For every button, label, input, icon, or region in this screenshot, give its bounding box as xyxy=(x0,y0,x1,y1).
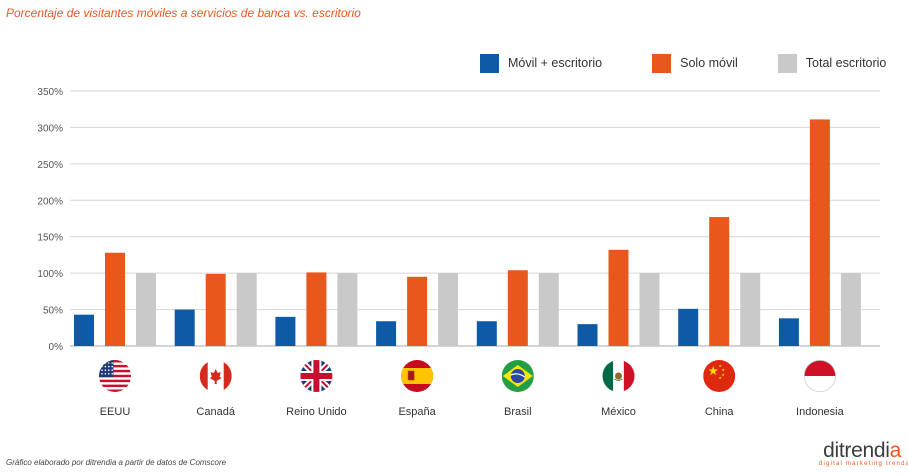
source-note: Gráfico elaborado por ditrendia a partir… xyxy=(6,458,227,467)
legend-item-movil-escritorio: Móvil + escritorio xyxy=(480,53,603,73)
bar-total-escritorio xyxy=(538,273,559,346)
category-label: EEUU xyxy=(100,406,131,418)
indonesia-flag-icon xyxy=(803,359,837,393)
category-label: México xyxy=(601,406,636,418)
legend-swatch-movil-escritorio xyxy=(480,53,499,73)
brand-tagline: digital marketing trends xyxy=(819,461,908,467)
bar-movil-escritorio xyxy=(376,321,397,346)
y-tick-label: 250% xyxy=(37,160,63,171)
y-tick-label: 100% xyxy=(37,269,63,280)
brand-name: ditrendia xyxy=(823,439,901,462)
legend-label-total-escritorio: Total escritorio xyxy=(805,56,887,70)
legend-item-solo-movil: Solo móvil xyxy=(652,53,738,73)
y-tick-label: 200% xyxy=(37,196,63,207)
bar-solo-movil xyxy=(709,217,730,346)
category-label: España xyxy=(398,406,436,418)
bar-total-escritorio xyxy=(136,273,156,346)
bar-movil-escritorio xyxy=(476,321,497,346)
y-tick-label: 50% xyxy=(43,306,63,317)
legend-label-solo-movil: Solo móvil xyxy=(680,56,738,70)
bar-movil-escritorio xyxy=(275,316,296,346)
bar-total-escritorio xyxy=(639,273,660,346)
legend-label-movil-escritorio: Móvil + escritorio xyxy=(508,56,603,70)
bar-solo-movil xyxy=(205,273,226,346)
bar-total-escritorio xyxy=(236,273,257,346)
bar-total-escritorio xyxy=(740,273,761,346)
category-label: Canadá xyxy=(196,406,235,418)
bar-solo-movil xyxy=(105,252,125,346)
bar-movil-escritorio xyxy=(174,309,195,346)
y-tick-label: 0% xyxy=(49,342,64,353)
bar-total-escritorio xyxy=(840,273,861,346)
us-flag-icon xyxy=(99,360,131,392)
bar-movil-escritorio xyxy=(778,318,799,346)
spain-flag-icon xyxy=(401,360,434,392)
legend: Móvil + escritorio Solo móvil Total escr… xyxy=(480,52,886,74)
category-label: Indonesia xyxy=(796,406,845,418)
china-flag-icon xyxy=(703,360,736,392)
ditrendia-logo: ditrendia digital marketing trends xyxy=(819,439,908,468)
mexico-flag-icon xyxy=(602,360,635,392)
y-tick-label: 300% xyxy=(37,123,63,134)
bar-total-escritorio xyxy=(438,273,459,346)
bar-solo-movil xyxy=(407,276,428,346)
chart-title: Porcentaje de visitantes móviles a servi… xyxy=(6,6,361,20)
legend-swatch-solo-movil xyxy=(652,53,672,73)
bar-movil-escritorio xyxy=(678,308,699,346)
bar-solo-movil xyxy=(507,270,528,346)
category-label: Brasil xyxy=(504,406,532,418)
bar-movil-escritorio xyxy=(577,324,598,346)
bar-movil-escritorio xyxy=(74,314,94,346)
bar-total-escritorio xyxy=(337,273,358,346)
bar-solo-movil xyxy=(809,119,830,347)
y-tick-label: 350% xyxy=(37,87,63,98)
bar-solo-movil xyxy=(608,249,629,346)
brazil-flag-icon xyxy=(501,360,534,392)
legend-swatch-total-escritorio xyxy=(777,53,797,73)
canada-flag-icon xyxy=(199,360,232,392)
y-tick-label: 150% xyxy=(37,233,63,244)
legend-item-total-escritorio: Total escritorio xyxy=(777,53,887,73)
category-label: China xyxy=(705,406,735,418)
category-label: Reino Unido xyxy=(286,406,347,418)
bar-solo-movil xyxy=(306,272,327,346)
uk-flag-icon xyxy=(300,360,333,392)
